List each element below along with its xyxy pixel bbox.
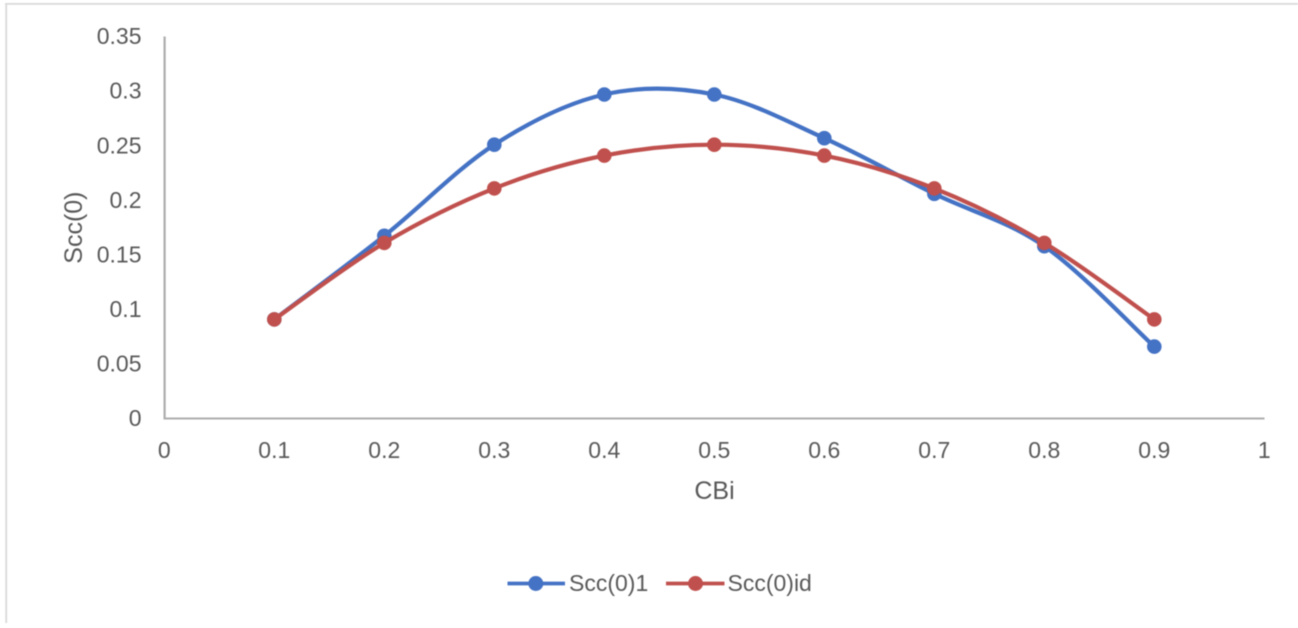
svg-text:0.7: 0.7 [918, 437, 950, 463]
svg-text:0.25: 0.25 [97, 132, 142, 158]
svg-text:0: 0 [158, 437, 171, 463]
svg-text:0.9: 0.9 [1138, 437, 1170, 463]
svg-text:0.8: 0.8 [1028, 437, 1060, 463]
svg-text:0.35: 0.35 [97, 23, 142, 49]
svg-text:1: 1 [1258, 437, 1271, 463]
svg-text:Scc(0)1: Scc(0)1 [569, 570, 648, 596]
svg-text:0.6: 0.6 [808, 437, 840, 463]
svg-text:0.5: 0.5 [698, 437, 730, 463]
svg-text:Scc(0): Scc(0) [60, 191, 88, 263]
svg-text:0.05: 0.05 [97, 351, 142, 377]
svg-text:0.2: 0.2 [368, 437, 400, 463]
svg-text:0.4: 0.4 [588, 437, 620, 463]
svg-text:0.1: 0.1 [258, 437, 290, 463]
svg-text:0.15: 0.15 [97, 242, 142, 268]
svg-text:0.1: 0.1 [110, 296, 142, 322]
svg-text:0.3: 0.3 [478, 437, 510, 463]
svg-text:0.2: 0.2 [110, 187, 142, 213]
svg-text:Scc(0)id: Scc(0)id [728, 570, 812, 596]
svg-text:0.3: 0.3 [110, 78, 142, 104]
svg-text:CBi: CBi [694, 477, 734, 505]
svg-text:0: 0 [129, 405, 142, 431]
